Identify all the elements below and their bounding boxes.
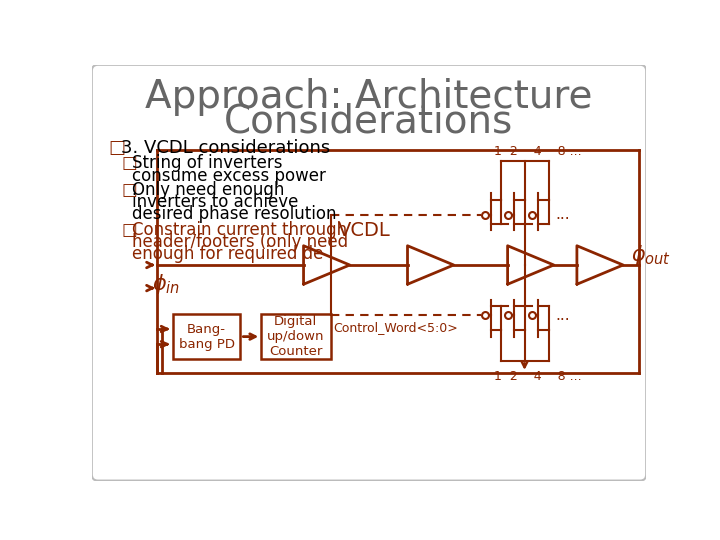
Text: □: □ (121, 180, 137, 199)
FancyBboxPatch shape (92, 65, 647, 481)
Text: Approach: Architecture: Approach: Architecture (145, 78, 593, 116)
Text: 3. VCDL considerations: 3. VCDL considerations (121, 139, 330, 157)
Text: □: □ (121, 154, 137, 172)
Text: Control_Word<5:0>: Control_Word<5:0> (333, 321, 459, 334)
Text: Bang-
bang PD: Bang- bang PD (179, 322, 235, 350)
Text: □: □ (121, 220, 137, 239)
Text: enough for required de: enough for required de (132, 245, 323, 263)
Text: □: □ (109, 139, 126, 157)
Text: consume excess power: consume excess power (132, 167, 325, 185)
Text: inverters to achieve: inverters to achieve (132, 193, 298, 211)
Text: $\phi_{in}$: $\phi_{in}$ (152, 272, 180, 296)
FancyBboxPatch shape (173, 314, 240, 359)
Text: 1  2    4    8 ...: 1 2 4 8 ... (494, 370, 581, 383)
Text: VCDL: VCDL (338, 221, 391, 240)
Text: 1  2    4    8 ...: 1 2 4 8 ... (494, 145, 581, 158)
Text: Only need enough: Only need enough (132, 180, 284, 199)
Text: Considerations: Considerations (225, 103, 513, 141)
Text: ...: ... (555, 308, 570, 322)
Text: ...: ... (555, 207, 570, 222)
Text: desired phase resolution: desired phase resolution (132, 205, 336, 223)
Text: $\phi_{out}$: $\phi_{out}$ (631, 243, 671, 267)
Text: header/footers (only need: header/footers (only need (132, 233, 348, 251)
FancyBboxPatch shape (261, 314, 330, 359)
Text: Constrain current through: Constrain current through (132, 220, 347, 239)
Text: Digital
up/down
Counter: Digital up/down Counter (267, 315, 325, 358)
Text: String of inverters: String of inverters (132, 154, 282, 172)
